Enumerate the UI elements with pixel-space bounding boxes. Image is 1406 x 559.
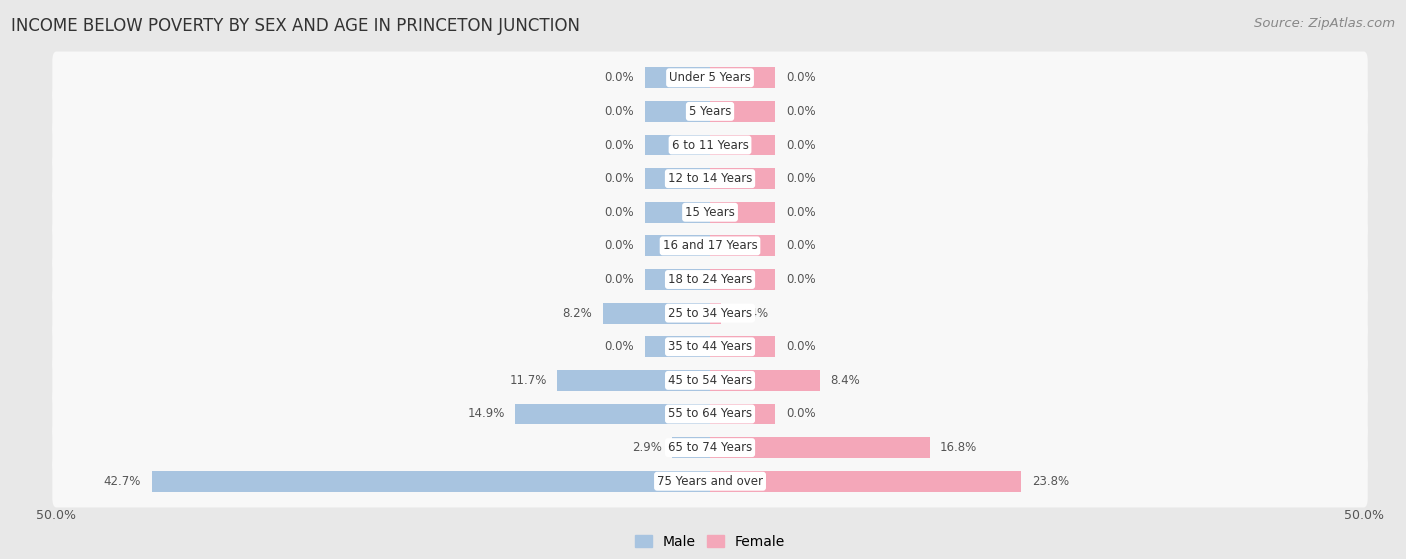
Text: 14.9%: 14.9% (467, 408, 505, 420)
Bar (644, 168, 710, 189)
Bar (644, 202, 710, 222)
FancyBboxPatch shape (52, 85, 1368, 138)
Text: 6 to 11 Years: 6 to 11 Years (672, 139, 748, 151)
Bar (710, 269, 776, 290)
Bar (710, 235, 776, 256)
Bar (710, 168, 776, 189)
Text: 0.0%: 0.0% (786, 206, 815, 219)
Bar (710, 303, 721, 324)
Text: 0.0%: 0.0% (605, 139, 634, 151)
FancyBboxPatch shape (52, 287, 1368, 339)
Text: 0.0%: 0.0% (605, 172, 634, 185)
Bar (672, 437, 710, 458)
Text: 0.0%: 0.0% (786, 273, 815, 286)
Bar (603, 303, 710, 324)
FancyBboxPatch shape (52, 455, 1368, 508)
FancyBboxPatch shape (52, 153, 1368, 205)
FancyBboxPatch shape (52, 388, 1368, 440)
Bar (710, 370, 820, 391)
Text: 2.9%: 2.9% (631, 441, 662, 454)
FancyBboxPatch shape (52, 51, 1368, 104)
Text: 42.7%: 42.7% (104, 475, 141, 488)
FancyBboxPatch shape (52, 119, 1368, 171)
FancyBboxPatch shape (52, 354, 1368, 406)
Text: 16 and 17 Years: 16 and 17 Years (662, 239, 758, 252)
Text: 0.84%: 0.84% (731, 307, 769, 320)
Text: 0.0%: 0.0% (605, 239, 634, 252)
Text: 8.2%: 8.2% (562, 307, 592, 320)
Bar (644, 269, 710, 290)
Text: 0.0%: 0.0% (786, 71, 815, 84)
FancyBboxPatch shape (52, 320, 1368, 373)
Text: 25 to 34 Years: 25 to 34 Years (668, 307, 752, 320)
Text: 0.0%: 0.0% (605, 206, 634, 219)
Text: 11.7%: 11.7% (509, 374, 547, 387)
Bar (710, 135, 776, 155)
Bar (710, 67, 776, 88)
Bar (710, 471, 1021, 492)
Legend: Male, Female: Male, Female (630, 529, 790, 555)
Bar (710, 404, 776, 424)
Bar (644, 67, 710, 88)
Text: 18 to 24 Years: 18 to 24 Years (668, 273, 752, 286)
Bar (644, 135, 710, 155)
Text: Under 5 Years: Under 5 Years (669, 71, 751, 84)
Text: Source: ZipAtlas.com: Source: ZipAtlas.com (1254, 17, 1395, 30)
Text: 35 to 44 Years: 35 to 44 Years (668, 340, 752, 353)
Bar (515, 404, 710, 424)
Bar (710, 337, 776, 357)
FancyBboxPatch shape (52, 253, 1368, 306)
FancyBboxPatch shape (52, 186, 1368, 239)
Text: 15 Years: 15 Years (685, 206, 735, 219)
Bar (644, 337, 710, 357)
Bar (557, 370, 710, 391)
FancyBboxPatch shape (52, 421, 1368, 474)
Text: 75 Years and over: 75 Years and over (657, 475, 763, 488)
Text: 55 to 64 Years: 55 to 64 Years (668, 408, 752, 420)
Text: 0.0%: 0.0% (786, 105, 815, 118)
Text: 0.0%: 0.0% (786, 172, 815, 185)
Bar (710, 202, 776, 222)
Text: 12 to 14 Years: 12 to 14 Years (668, 172, 752, 185)
Text: 16.8%: 16.8% (941, 441, 977, 454)
Text: 8.4%: 8.4% (831, 374, 860, 387)
Text: 45 to 54 Years: 45 to 54 Years (668, 374, 752, 387)
Text: 0.0%: 0.0% (786, 139, 815, 151)
Text: 0.0%: 0.0% (786, 340, 815, 353)
Text: 23.8%: 23.8% (1032, 475, 1069, 488)
Text: INCOME BELOW POVERTY BY SEX AND AGE IN PRINCETON JUNCTION: INCOME BELOW POVERTY BY SEX AND AGE IN P… (11, 17, 581, 35)
Bar (644, 101, 710, 122)
FancyBboxPatch shape (52, 220, 1368, 272)
Bar (710, 437, 929, 458)
Text: 65 to 74 Years: 65 to 74 Years (668, 441, 752, 454)
Text: 0.0%: 0.0% (605, 273, 634, 286)
Bar (710, 101, 776, 122)
Text: 0.0%: 0.0% (605, 71, 634, 84)
Text: 0.0%: 0.0% (605, 340, 634, 353)
Text: 5 Years: 5 Years (689, 105, 731, 118)
Bar (152, 471, 710, 492)
Text: 0.0%: 0.0% (605, 105, 634, 118)
Bar (644, 235, 710, 256)
Text: 0.0%: 0.0% (786, 239, 815, 252)
Text: 0.0%: 0.0% (786, 408, 815, 420)
